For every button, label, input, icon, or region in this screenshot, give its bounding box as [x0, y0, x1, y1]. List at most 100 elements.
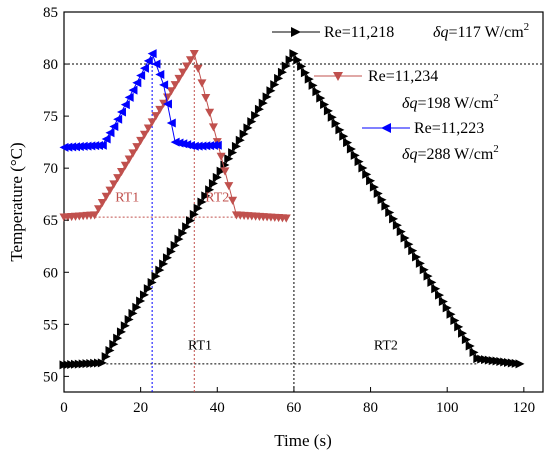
data-point [109, 339, 119, 349]
data-point [113, 114, 123, 124]
data-point [151, 271, 161, 281]
data-point [166, 87, 176, 96]
data-point [389, 214, 399, 224]
data-point [124, 155, 134, 164]
data-point [331, 119, 341, 129]
data-point [465, 341, 475, 351]
data-point [224, 154, 234, 164]
y-tick-label: 50 [43, 369, 58, 385]
data-point [116, 167, 126, 177]
y-axis-label: Temperature (°C) [7, 142, 26, 261]
data-point [201, 94, 211, 103]
data-point [178, 228, 188, 238]
data-point [293, 55, 303, 65]
data-point [235, 135, 245, 145]
data-point [231, 141, 241, 151]
data-point [366, 176, 376, 186]
data-point [208, 123, 218, 132]
data-point [285, 55, 295, 65]
data-point [189, 209, 199, 219]
data-point [274, 73, 284, 83]
data-point [90, 211, 100, 220]
region-annotation: RT1 [188, 338, 212, 353]
data-point [174, 234, 184, 244]
legend-item-0: Re=11,218 δq=117 W/cm2 [272, 21, 529, 41]
data-point [155, 105, 165, 115]
data-point [93, 205, 103, 214]
data-point [362, 169, 372, 179]
y-tick-label: 80 [43, 57, 58, 73]
region-annotation: RT2 [205, 190, 229, 205]
data-point [224, 182, 234, 191]
data-point [120, 100, 130, 110]
plot-frame [63, 11, 544, 393]
annotations: RT1 RT2 RT1 RT2 [115, 190, 398, 353]
series-2 [59, 49, 222, 152]
y-tick-label: 65 [43, 213, 58, 229]
data-point [396, 227, 406, 237]
data-point [116, 107, 126, 117]
data-point [101, 192, 111, 201]
data-point [147, 49, 157, 59]
data-point [427, 277, 437, 287]
series-0 [59, 49, 525, 370]
data-point [101, 134, 111, 144]
data-point [438, 296, 448, 306]
data-point [109, 122, 119, 132]
reference-lines [64, 53, 543, 392]
data-point [266, 86, 276, 96]
data-point [120, 161, 130, 170]
data-point [458, 328, 468, 338]
region-annotation: RT1 [115, 190, 139, 205]
data-point [147, 277, 157, 287]
data-point [151, 59, 161, 69]
legend-item-2: Re=11,223 δq=288 W/cm2 [362, 120, 499, 163]
data-point [454, 322, 464, 332]
data-point [312, 87, 322, 97]
data-point [193, 64, 203, 73]
data-point [373, 188, 383, 198]
x-tick-label: 80 [363, 400, 378, 416]
data-point [316, 93, 326, 103]
data-point [159, 259, 169, 269]
data-point [197, 79, 207, 88]
y-tick-label: 60 [43, 265, 58, 281]
data-point [216, 152, 226, 161]
data-point [113, 174, 123, 183]
data-point [339, 131, 349, 141]
data-point [162, 93, 172, 102]
x-axis-label: Time (s) [274, 431, 331, 450]
x-tick-label: 20 [133, 400, 148, 416]
data-point [446, 309, 456, 319]
data-point [308, 80, 318, 90]
data-point [128, 85, 138, 95]
data-point [205, 185, 215, 195]
legend-re-label: Re=11,234 [368, 68, 438, 85]
data-point [113, 333, 123, 343]
data-point [469, 347, 479, 357]
data-point [155, 265, 165, 275]
data-point [343, 138, 353, 148]
data-point [124, 92, 134, 102]
data-point [415, 258, 425, 268]
data-point [281, 214, 291, 223]
data-point [201, 191, 211, 201]
y-tick-label: 75 [43, 109, 58, 125]
data-point [431, 284, 441, 294]
data-point [120, 321, 130, 331]
data-point [251, 110, 261, 120]
data-point [243, 123, 253, 133]
data-point [132, 302, 142, 312]
data-point [162, 99, 172, 109]
data-point [392, 220, 402, 230]
data-point [101, 352, 111, 362]
y-tick-label: 85 [43, 5, 58, 21]
series-layer [59, 49, 525, 370]
data-point [404, 239, 414, 249]
data-point [178, 68, 188, 77]
data-point [323, 106, 333, 116]
data-point [147, 118, 157, 127]
data-point [335, 125, 345, 135]
data-point [247, 117, 257, 127]
data-point [442, 303, 452, 313]
